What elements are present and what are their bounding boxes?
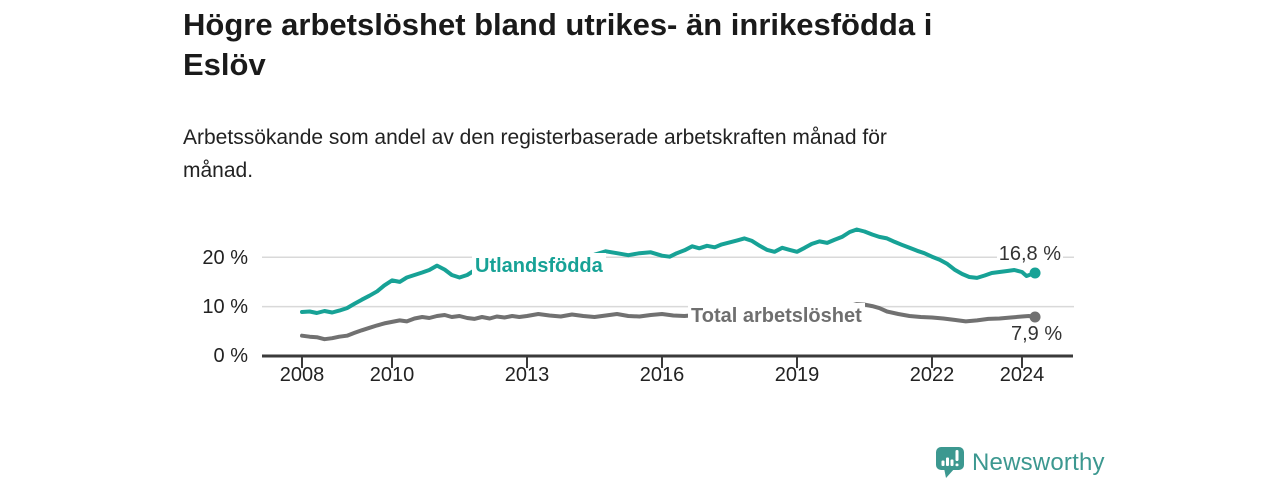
data-line-total bbox=[300, 302, 1037, 342]
x-axis-label-2016: 2016 bbox=[639, 364, 685, 386]
end-value-label-total: 7,9 % bbox=[1011, 323, 1063, 345]
x-axis-label-2013: 2013 bbox=[504, 364, 550, 386]
x-axis-label-2019: 2019 bbox=[774, 364, 820, 386]
y-axis-label-20: 20 % bbox=[202, 247, 248, 269]
end-dot-total bbox=[1029, 311, 1041, 323]
newsworthy-wordmark: Newsworthy bbox=[972, 448, 1105, 476]
series-label-total-arbetsloshet: Total arbetslöshet bbox=[688, 303, 865, 329]
page-title-line-2: Eslöv bbox=[183, 47, 266, 82]
newsworthy-logo: Newsworthy bbox=[936, 447, 1105, 478]
newsworthy-pin-bar-chart-icon bbox=[936, 447, 964, 478]
chart-subtitle-line-2: månad. bbox=[183, 159, 254, 182]
series-label-utlandsfodda: Utlandsfödda bbox=[472, 253, 606, 279]
x-axis-label-2024: 2024 bbox=[999, 364, 1045, 386]
x-axis-label-2008: 2008 bbox=[279, 364, 325, 386]
y-axis-label-0: 0 % bbox=[213, 345, 248, 367]
x-axis-label-2022: 2022 bbox=[909, 364, 955, 386]
end-dot-utlandsfodda bbox=[1029, 267, 1041, 279]
page-title-line-1: Högre arbetslöshet bland utrikes- än inr… bbox=[183, 7, 933, 42]
y-axis-label-10: 10 % bbox=[202, 296, 248, 318]
chart-subtitle-line-1: Arbetssökande som andel av den registerb… bbox=[183, 126, 887, 149]
data-line-utlandsfodda bbox=[300, 227, 1037, 315]
end-value-label-utlandsfodda: 16,8 % bbox=[996, 243, 1063, 265]
x-axis-label-2010: 2010 bbox=[369, 364, 415, 386]
